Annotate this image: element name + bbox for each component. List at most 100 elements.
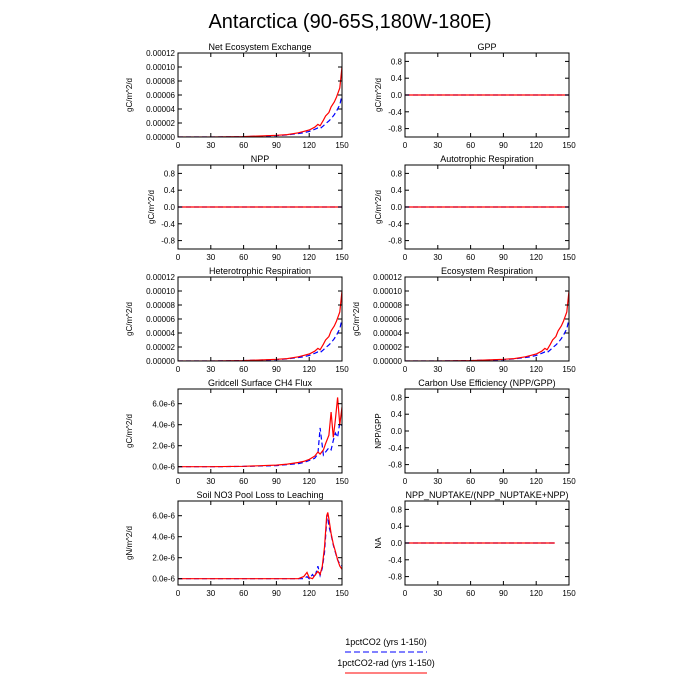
x-tick-label: 30 (433, 589, 442, 598)
y-tick-label: -0.8 (388, 237, 402, 246)
y-tick-label: 0.4 (391, 74, 403, 83)
panel-title: Ecosystem Respiration (441, 266, 533, 276)
x-tick-label: 60 (239, 365, 248, 374)
panel-title: Soil NO3 Pool Loss to Leaching (196, 490, 323, 500)
series-line-1pctco2 (178, 318, 342, 361)
x-tick-label: 120 (530, 253, 544, 262)
x-tick-label: 150 (335, 141, 349, 150)
y-tick-label: 0.00010 (146, 287, 175, 296)
y-tick-label: 0.00004 (146, 105, 175, 114)
panel-title: Heterotrophic Respiration (209, 266, 311, 276)
series-line-1pctco2-rad (405, 290, 569, 361)
series-line-1pctco2 (178, 421, 342, 468)
panel-carbon-use-efficiency-npp-gpp: Carbon Use Efficiency (NPP/GPP) 0 30 60 90 12… (374, 378, 576, 486)
x-tick-label: 0 (176, 365, 181, 374)
panel-title: Carbon Use Efficiency (NPP/GPP) (418, 378, 555, 388)
x-tick-label: 0 (403, 477, 408, 486)
y-tick-label: -0.4 (388, 220, 402, 229)
y-tick-label: 0.4 (391, 186, 403, 195)
y-tick-label: 0.00008 (146, 77, 175, 86)
series-line-1pctco2-rad (178, 397, 342, 468)
y-tick-label: -0.4 (388, 108, 402, 117)
y-tick-label: 6.0e-6 (152, 400, 175, 409)
panel-title: NPP_NUPTAKE/(NPP_NUPTAKE+NPP) (406, 490, 569, 500)
x-tick-label: 150 (335, 365, 349, 374)
plot-frame (177, 500, 343, 586)
y-tick-label: -0.8 (161, 237, 175, 246)
panel-net-ecosystem-exchange: Net Ecosystem Exchange 0 30 60 90 120 150 0.000… (125, 42, 349, 150)
legend-label-1pctco2: 1pctCO2 (yrs 1-150) (345, 637, 427, 647)
series-line-1pctco2-rad (178, 290, 342, 361)
y-axis-label: NPP/GPP (374, 413, 383, 449)
x-tick-label: 150 (335, 253, 349, 262)
x-tick-label: 0 (403, 365, 408, 374)
legend-label-1pctco2-rad: 1pctCO2-rad (yrs 1-150) (337, 658, 435, 668)
x-tick-label: 90 (272, 589, 281, 598)
x-tick-label: 60 (466, 589, 475, 598)
y-tick-label: 0.00012 (146, 273, 175, 282)
y-axis-label: gC/m^2/d (125, 414, 134, 448)
y-tick-label: 0.8 (391, 505, 403, 514)
x-tick-label: 120 (303, 253, 317, 262)
x-tick-label: 60 (239, 589, 248, 598)
panel-npp-nuptake-npp-nuptake-npp: NPP_NUPTAKE/(NPP_NUPTAKE+NPP) 0 30 60 90 120 1… (374, 490, 576, 598)
y-tick-label: 0.0 (391, 427, 403, 436)
y-tick-label: 0.00002 (373, 343, 402, 352)
y-tick-label: 0.00000 (146, 133, 175, 142)
y-tick-label: -0.4 (388, 444, 402, 453)
y-tick-label: 0.00006 (146, 91, 175, 100)
x-tick-label: 150 (562, 253, 576, 262)
series-line-1pctco2 (178, 94, 342, 137)
y-tick-label: -0.8 (388, 125, 402, 134)
y-tick-label: 0.0 (391, 539, 403, 548)
panel-heterotrophic-respiration: Heterotrophic Respiration 0 30 60 90 120 150 0.… (125, 266, 349, 374)
x-tick-label: 150 (335, 477, 349, 486)
y-tick-label: -0.8 (388, 461, 402, 470)
x-tick-label: 30 (206, 589, 215, 598)
panel-title: Autotrophic Respiration (440, 154, 534, 164)
x-tick-label: 0 (176, 589, 181, 598)
x-tick-label: 90 (499, 589, 508, 598)
plot-frame (177, 388, 343, 474)
x-tick-label: 90 (272, 365, 281, 374)
y-tick-label: -0.8 (388, 573, 402, 582)
x-tick-label: 150 (562, 365, 576, 374)
y-tick-label: 0.00004 (373, 329, 402, 338)
legend: 1pctCO2 (yrs 1-150) 1pctCO2-rad (yrs 1-1… (337, 637, 435, 674)
x-tick-label: 120 (530, 477, 544, 486)
y-axis-label: NA (374, 537, 383, 549)
x-tick-label: 0 (403, 589, 408, 598)
y-tick-label: 0.8 (391, 169, 403, 178)
panel-npp: NPP 0 30 60 90 120 150 -0.8 -0.4 0.0 0.4 0.8 gC/m^2/… (147, 154, 349, 262)
x-tick-label: 150 (562, 589, 576, 598)
x-tick-label: 60 (239, 477, 248, 486)
x-tick-label: 90 (499, 477, 508, 486)
y-tick-label: 0.4 (391, 522, 403, 531)
x-tick-label: 150 (562, 477, 576, 486)
x-tick-label: 30 (433, 365, 442, 374)
x-tick-label: 30 (433, 253, 442, 262)
x-tick-label: 30 (206, 141, 215, 150)
x-tick-label: 60 (239, 141, 248, 150)
x-tick-label: 60 (466, 365, 475, 374)
y-tick-label: 0.00002 (146, 343, 175, 352)
y-tick-label: 0.0e-6 (152, 463, 175, 472)
panel-gpp: GPP 0 30 60 90 120 150 -0.8 -0.4 0.0 0.4 0.8 gC/m^2/… (374, 42, 576, 150)
y-axis-label: gC/m^2/d (352, 302, 361, 336)
y-tick-label: 0.00012 (373, 273, 402, 282)
figure-title: Antarctica (90-65S,180W-180E) (208, 11, 491, 33)
x-tick-label: 120 (303, 589, 317, 598)
y-tick-label: 0.00006 (373, 315, 402, 324)
y-tick-label: 0.00008 (373, 301, 402, 310)
x-tick-label: 120 (530, 589, 544, 598)
panel-ecosystem-respiration: Ecosystem Respiration 0 30 60 90 120 150 0.0000… (352, 266, 576, 374)
y-tick-label: 0.00000 (373, 357, 402, 366)
y-tick-label: 0.00004 (146, 329, 175, 338)
y-tick-label: 0.4 (164, 186, 176, 195)
y-tick-label: 0.00008 (146, 301, 175, 310)
y-tick-label: 0.00012 (146, 49, 175, 58)
panel-gridcell-surface-ch4-flux: Gridcell Surface CH4 Flux 0 30 60 90 120 150 0.… (125, 378, 349, 486)
x-tick-label: 60 (466, 141, 475, 150)
y-tick-label: 2.0e-6 (152, 554, 175, 563)
